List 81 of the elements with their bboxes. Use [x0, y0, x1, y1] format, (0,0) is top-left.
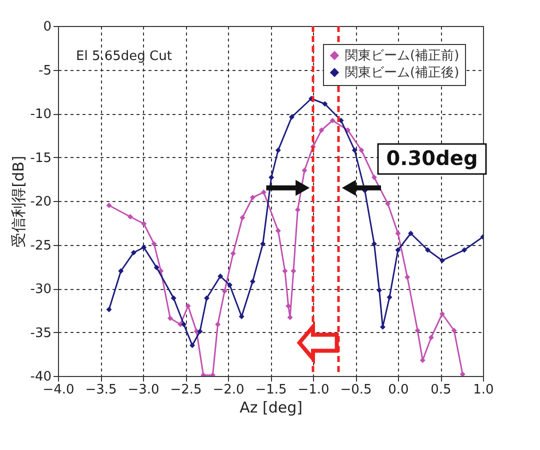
- point: [371, 174, 377, 180]
- point: [141, 221, 147, 226]
- point: [218, 274, 224, 279]
- point: [197, 328, 203, 334]
- y-tick-label: -35: [30, 326, 52, 341]
- x-tick-label: −0.5: [340, 382, 372, 398]
- point: [128, 214, 133, 220]
- point: [222, 288, 228, 294]
- y-tick-label: -15: [30, 150, 52, 166]
- x-tick-label: −1.0: [298, 382, 330, 398]
- point: [352, 148, 358, 153]
- annotation: 0.30deg: [386, 146, 478, 170]
- point: [204, 295, 210, 301]
- legend-label: 関東ビーム(補正後): [345, 66, 460, 80]
- point: [260, 190, 266, 195]
- point: [322, 101, 328, 107]
- x-tick-label: −4.0: [42, 382, 74, 398]
- point: [181, 322, 187, 328]
- y-tick-label: -10: [30, 107, 52, 122]
- point: [250, 278, 256, 284]
- point: [154, 264, 160, 270]
- point: [240, 214, 246, 220]
- point: [462, 247, 468, 253]
- point: [130, 250, 136, 256]
- x-axis-title: Az [deg]: [240, 398, 302, 416]
- point: [439, 311, 445, 317]
- point: [428, 334, 434, 340]
- x-tick-label: −1.5: [255, 382, 287, 398]
- point: [358, 148, 364, 153]
- point: [385, 200, 391, 206]
- point: [460, 372, 466, 376]
- point: [238, 314, 244, 320]
- y-axis-title: 受信利得[dB]: [9, 156, 28, 248]
- legend-label: 関東ビーム(補正前): [345, 48, 460, 64]
- y-tick-label: -30: [30, 282, 52, 297]
- y-tick-label: -20: [30, 194, 52, 210]
- point: [106, 202, 112, 208]
- point: [170, 295, 176, 301]
- point: [408, 230, 414, 236]
- point: [268, 174, 274, 180]
- point: [395, 230, 401, 236]
- point: [439, 258, 445, 264]
- point: [118, 268, 124, 274]
- point: [151, 241, 157, 247]
- x-tick-label: −3.0: [128, 382, 160, 398]
- point: [330, 118, 336, 124]
- point: [287, 314, 293, 320]
- annotation: El 5.65deg Cut: [76, 49, 172, 64]
- point: [230, 250, 236, 256]
- y-tick-label: 0: [43, 20, 52, 34]
- point: [414, 328, 420, 334]
- x-tick-label: −2.0: [212, 382, 244, 398]
- point: [106, 306, 112, 312]
- x-tick-label: 1.0: [473, 382, 494, 398]
- y-tick-label: -5: [38, 63, 52, 78]
- y-tick-label: -25: [30, 238, 52, 254]
- point: [275, 228, 281, 234]
- point: [250, 194, 256, 200]
- point: [451, 328, 457, 334]
- x-tick-label: 0.0: [388, 382, 409, 398]
- point: [294, 207, 300, 212]
- point: [190, 342, 196, 348]
- x-tick-label: −2.5: [170, 382, 202, 398]
- point: [167, 316, 173, 321]
- point: [141, 244, 147, 250]
- point: [282, 268, 288, 274]
- point: [376, 288, 382, 293]
- point: [302, 168, 308, 174]
- point: [275, 148, 281, 153]
- x-tick-label: 0.5: [430, 382, 452, 398]
- point: [318, 127, 324, 133]
- point: [395, 247, 401, 253]
- point: [371, 241, 377, 247]
- point: [215, 322, 221, 328]
- point: [290, 268, 296, 274]
- x-tick-label: −3.5: [85, 382, 117, 398]
- point: [260, 241, 266, 247]
- point: [404, 274, 410, 280]
- y-tick-label: -40: [30, 370, 52, 384]
- point: [185, 303, 191, 309]
- point: [226, 282, 232, 288]
